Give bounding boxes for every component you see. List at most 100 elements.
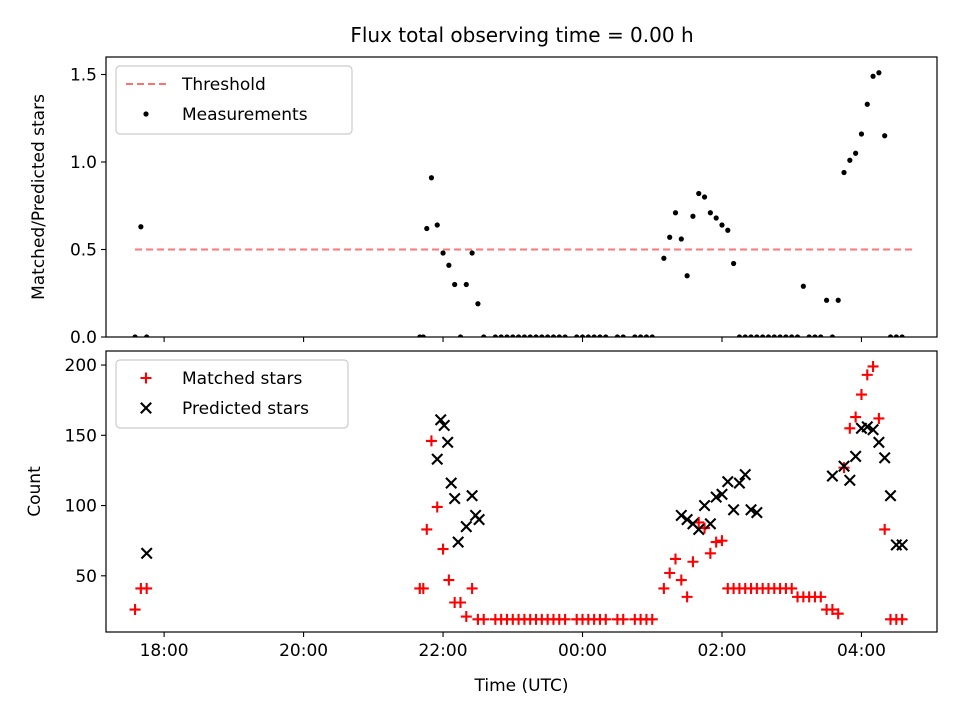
legend-label: Matched stars bbox=[182, 369, 302, 389]
data-point bbox=[466, 582, 478, 594]
legend-frame bbox=[115, 65, 353, 135]
data-point bbox=[460, 520, 473, 533]
data-point bbox=[441, 436, 454, 449]
data-point bbox=[760, 334, 766, 337]
data-point bbox=[510, 334, 516, 337]
data-point bbox=[692, 523, 705, 536]
data-point bbox=[585, 334, 591, 337]
y-tick-label: 100 bbox=[65, 497, 97, 517]
data-point bbox=[460, 611, 472, 623]
data-point bbox=[664, 567, 676, 579]
data-point bbox=[675, 574, 687, 586]
data-point bbox=[806, 334, 812, 337]
data-point bbox=[826, 604, 838, 616]
data-point bbox=[448, 492, 461, 505]
data-point bbox=[873, 412, 885, 424]
data-point bbox=[132, 334, 138, 337]
data-point bbox=[704, 547, 716, 559]
data-point bbox=[750, 506, 763, 519]
x-tick-label: 00:00 bbox=[558, 641, 607, 661]
legend-swatch bbox=[143, 111, 149, 117]
data-point bbox=[638, 334, 644, 337]
data-point bbox=[446, 262, 452, 268]
data-point bbox=[504, 334, 510, 337]
y-tick-label: 0.5 bbox=[70, 241, 97, 261]
data-point bbox=[550, 334, 557, 337]
data-point bbox=[545, 334, 551, 337]
data-point bbox=[855, 389, 867, 401]
axes-frame bbox=[105, 56, 938, 338]
axes-frame bbox=[105, 350, 938, 633]
data-point bbox=[454, 596, 466, 608]
data-point bbox=[887, 334, 894, 337]
data-point bbox=[667, 234, 673, 240]
data-point bbox=[786, 582, 798, 594]
data-point bbox=[876, 70, 882, 76]
data-point bbox=[684, 273, 690, 279]
data-point bbox=[725, 227, 731, 233]
data-point bbox=[853, 150, 859, 156]
data-point bbox=[742, 334, 748, 337]
x-tick-label: 04:00 bbox=[837, 641, 886, 661]
data-point bbox=[884, 489, 897, 502]
data-point bbox=[704, 517, 717, 530]
data-layer bbox=[129, 360, 909, 625]
data-point bbox=[690, 213, 696, 219]
data-point bbox=[632, 334, 638, 337]
data-point bbox=[710, 491, 723, 504]
data-point bbox=[716, 535, 728, 547]
data-point bbox=[678, 236, 684, 242]
data-point bbox=[739, 468, 752, 481]
data-point bbox=[556, 334, 562, 337]
data-point bbox=[559, 613, 571, 625]
x-axis-label: Time (UTC) bbox=[474, 676, 569, 696]
top-panel: 0.0 0.5 1.0 1.5 Matched/Predicted stars Thres… bbox=[29, 56, 938, 348]
data-point bbox=[431, 501, 443, 513]
y-tick-label: 200 bbox=[65, 356, 97, 376]
data-point bbox=[794, 334, 801, 337]
data-point bbox=[789, 334, 795, 337]
y-tick-label: 50 bbox=[75, 567, 97, 587]
data-point bbox=[858, 131, 865, 137]
data-point bbox=[478, 613, 490, 625]
data-point bbox=[138, 224, 144, 230]
data-point bbox=[843, 474, 856, 487]
data-point bbox=[597, 334, 603, 337]
data-point bbox=[591, 334, 597, 337]
data-point bbox=[893, 334, 899, 337]
bottom-panel: 50 100 150 200 18:00 20:00 22:00 00:00 02:00 04:0… bbox=[25, 350, 938, 696]
data-point bbox=[710, 536, 722, 548]
figure-title: Flux total observing time = 0.00 h bbox=[350, 23, 693, 47]
data-point bbox=[698, 499, 711, 512]
data-point bbox=[829, 334, 835, 337]
data-point bbox=[867, 423, 880, 436]
data-point bbox=[539, 334, 545, 337]
data-point bbox=[701, 194, 708, 200]
data-point bbox=[445, 477, 458, 490]
data-point bbox=[620, 334, 626, 337]
data-point bbox=[867, 360, 879, 372]
data-point bbox=[754, 334, 760, 337]
data-point bbox=[777, 334, 783, 337]
data-point bbox=[745, 503, 757, 516]
data-point bbox=[434, 222, 440, 228]
legend: Threshold Measurements bbox=[115, 65, 353, 135]
data-point bbox=[823, 297, 830, 303]
data-point bbox=[140, 547, 153, 560]
series-measurements bbox=[132, 70, 905, 337]
data-point bbox=[713, 215, 719, 221]
data-point bbox=[420, 334, 426, 337]
data-point bbox=[696, 190, 702, 197]
data-point bbox=[498, 334, 504, 337]
data-point bbox=[832, 608, 844, 620]
data-point bbox=[870, 73, 876, 79]
data-point bbox=[643, 334, 650, 337]
data-point bbox=[669, 553, 681, 565]
data-point bbox=[481, 334, 487, 337]
data-point bbox=[425, 435, 437, 447]
data-point bbox=[878, 451, 891, 464]
y-axis-label: Matched/Predicted stars bbox=[29, 94, 49, 300]
data-point bbox=[748, 334, 754, 337]
data-point bbox=[687, 556, 699, 568]
data-point bbox=[658, 582, 670, 594]
